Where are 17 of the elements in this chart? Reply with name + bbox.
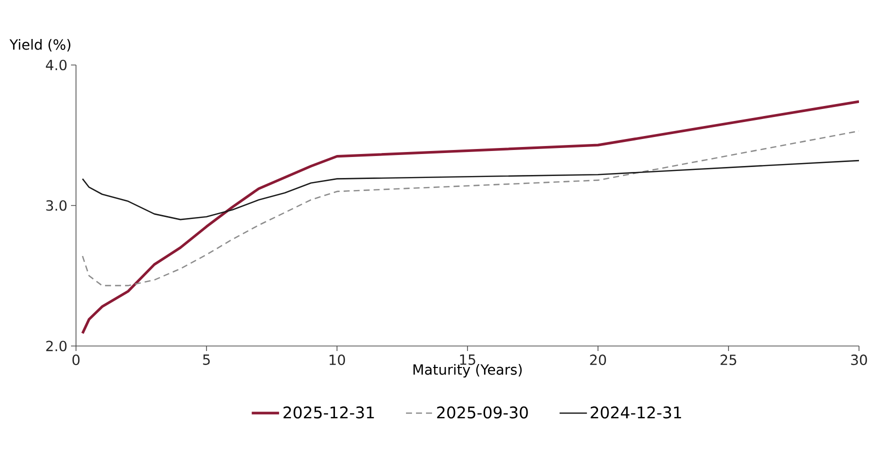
- x-axis-title: Maturity (Years): [414, 364, 522, 378]
- line-series: [81, 100, 860, 335]
- legend-label: 2025-09-30: [437, 406, 528, 418]
- line-series: [82, 160, 860, 220]
- x-tick-label: 25: [720, 354, 736, 366]
- legend-label: 2024-12-31: [590, 406, 682, 418]
- x-tick-label: 15: [460, 354, 476, 365]
- y-axis-title: Yield (%): [10, 38, 70, 52]
- legend-label: 2025-12-31: [284, 406, 374, 418]
- x-tick-label: 30: [851, 354, 867, 366]
- y-tick-label: 4.0: [46, 60, 67, 70]
- x-tick-label: 10: [330, 354, 345, 366]
- y-tick-label: 2.0: [46, 340, 67, 352]
- x-tick-label: 0: [72, 354, 80, 366]
- x-tick-label: 5: [203, 354, 210, 365]
- x-tick-label: 20: [590, 354, 606, 366]
- y-tick-label: 3.0: [46, 200, 67, 211]
